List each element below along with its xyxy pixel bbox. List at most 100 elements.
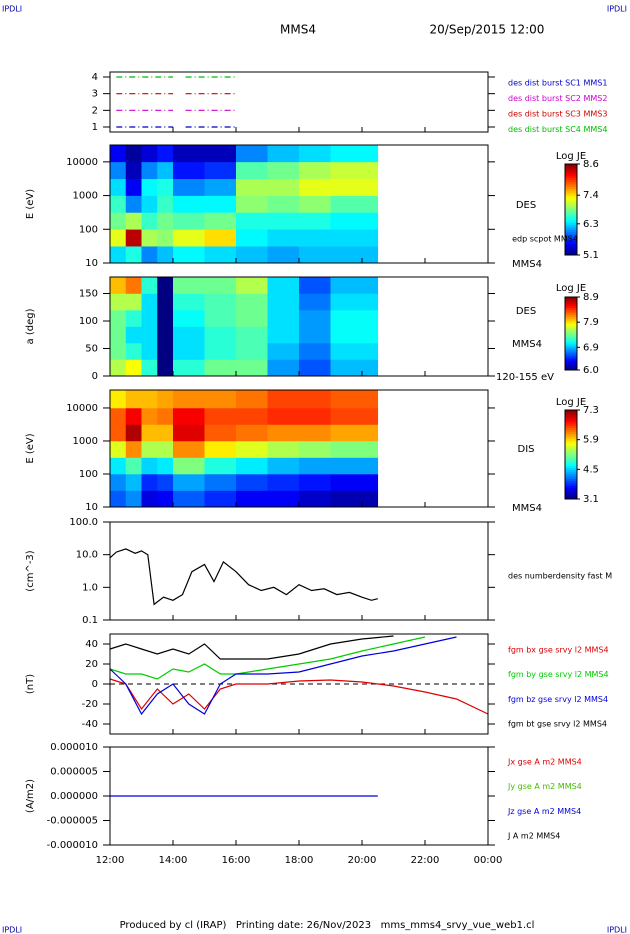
spectrogram-cell xyxy=(204,212,237,230)
spectrogram-cell xyxy=(330,195,379,213)
spectrogram-cell xyxy=(204,277,237,294)
spectrogram-cell xyxy=(173,473,205,491)
y-tick-label: 10.0 xyxy=(76,550,98,561)
spectrogram-cell xyxy=(110,440,127,458)
spectrogram-cell xyxy=(299,293,331,311)
colorbar-segment xyxy=(565,214,577,217)
spectrogram-cell xyxy=(110,490,127,508)
colorbar-segment xyxy=(565,218,577,222)
colorbar-segment xyxy=(565,443,577,447)
colorbar-segment xyxy=(565,175,577,179)
colorbar-segment xyxy=(565,311,577,314)
spectrogram-cell xyxy=(173,293,205,311)
colorbar-segment xyxy=(565,220,577,224)
colorbar-segment xyxy=(565,450,577,453)
colorbar-tick-label: 5.9 xyxy=(583,435,599,446)
spectrogram-cell xyxy=(330,390,379,409)
spectrogram-cell xyxy=(330,293,379,311)
colorbar-segment xyxy=(565,164,577,167)
y-tick-label: -20 xyxy=(82,699,98,710)
colorbar-segment xyxy=(565,344,577,347)
spectrogram-cell xyxy=(173,359,205,377)
spectrogram-cell xyxy=(330,343,379,360)
colorbar-segment xyxy=(565,355,577,358)
spectrogram-cell xyxy=(141,229,158,247)
spectrogram-cell xyxy=(110,473,127,491)
colorbar-segment xyxy=(565,465,577,469)
colorbar-segment xyxy=(565,306,577,309)
colorbar-segment xyxy=(565,322,577,325)
spectrogram-cell xyxy=(236,407,268,425)
spectrogram-cell xyxy=(125,161,142,180)
spectrogram-cell xyxy=(125,246,142,264)
spectrogram-cell xyxy=(173,424,205,442)
colorbar-segment xyxy=(565,198,577,201)
spectrogram-cell xyxy=(125,277,142,294)
spectrogram-cell xyxy=(141,407,158,425)
colorbar-segment xyxy=(565,416,577,420)
spectrogram-cell xyxy=(267,359,300,377)
y-tick-label: -0.000005 xyxy=(47,816,98,827)
annotation: MMS4 xyxy=(512,259,542,270)
colorbar-segment xyxy=(565,351,577,355)
legend-label: fgm bz gse srvy l2 MMS4 xyxy=(508,695,608,704)
spectrogram-cell xyxy=(141,326,158,344)
y-tick-label: 4 xyxy=(92,72,98,83)
colorbar-segment xyxy=(565,492,577,496)
spectrogram-cell xyxy=(173,440,205,458)
legend-label: J A m2 MMS4 xyxy=(507,832,560,841)
panel-frame xyxy=(109,71,489,133)
colorbar-segment xyxy=(565,432,577,435)
spectrogram-cell xyxy=(141,457,158,475)
colorbar-segment xyxy=(565,195,577,199)
spectrogram-cell xyxy=(125,490,142,508)
colorbar-segment xyxy=(565,211,577,215)
colorbar-segment xyxy=(565,474,577,478)
colorbar-tick-label: 6.9 xyxy=(583,342,599,353)
spectrogram-cell xyxy=(204,490,237,508)
spectrogram-cell xyxy=(125,407,142,425)
legend-label: des dist burst SC1 MMS1 xyxy=(508,79,607,88)
spectrogram-cell xyxy=(299,195,331,213)
colorbar-segment xyxy=(565,412,577,415)
spectrogram-cell xyxy=(125,343,142,360)
spectrogram-cell xyxy=(125,212,142,230)
colorbar-segment xyxy=(565,410,577,413)
footer-text: Produced by cl (IRAP) Printing date: 26/… xyxy=(120,920,535,931)
spectrogram-cell xyxy=(267,161,300,180)
spectrogram-cell xyxy=(204,310,237,327)
y-tick-label: -40 xyxy=(82,719,98,730)
legend-label: des numberdensity fast M xyxy=(508,572,612,581)
spectrogram-cell xyxy=(157,407,174,425)
spectrogram-cell xyxy=(141,390,158,409)
colorbar-segment xyxy=(565,421,577,424)
y-tick-label: 1000 xyxy=(73,436,98,447)
colorbar-segment xyxy=(565,470,577,473)
spectrogram-cell xyxy=(236,277,268,294)
spectrogram-cell xyxy=(157,246,174,264)
spectrogram-cell xyxy=(267,407,300,425)
x-tick-label: 14:00 xyxy=(159,855,188,866)
colorbar-segment xyxy=(565,184,577,188)
y-tick-label: 0.000005 xyxy=(50,767,98,778)
spectrogram-cell xyxy=(330,326,379,344)
spectrogram-cell xyxy=(236,490,268,508)
spectrogram-cell xyxy=(236,246,268,264)
colorbar-segment xyxy=(565,490,577,493)
colorbar-tick-label: 6.0 xyxy=(583,365,599,376)
spectrogram-cell xyxy=(141,212,158,230)
spectrogram-cell xyxy=(267,229,300,247)
spectrogram-cell xyxy=(157,277,174,294)
spectrogram-cell xyxy=(204,407,237,425)
spectrogram-cell xyxy=(157,440,174,458)
spectrogram-cell xyxy=(157,457,174,475)
colorbar-label: Log JE xyxy=(556,283,586,294)
annotation: MMS4 xyxy=(512,503,542,514)
spectrogram-cell xyxy=(299,457,331,475)
legend-label: Jx gse A m2 MMS4 xyxy=(507,758,582,767)
colorbar-tick-label: 7.9 xyxy=(583,317,599,328)
spectrogram-cell xyxy=(236,178,268,196)
spectrogram-cell xyxy=(157,326,174,344)
y-axis-label: (cm^-3) xyxy=(25,550,36,591)
